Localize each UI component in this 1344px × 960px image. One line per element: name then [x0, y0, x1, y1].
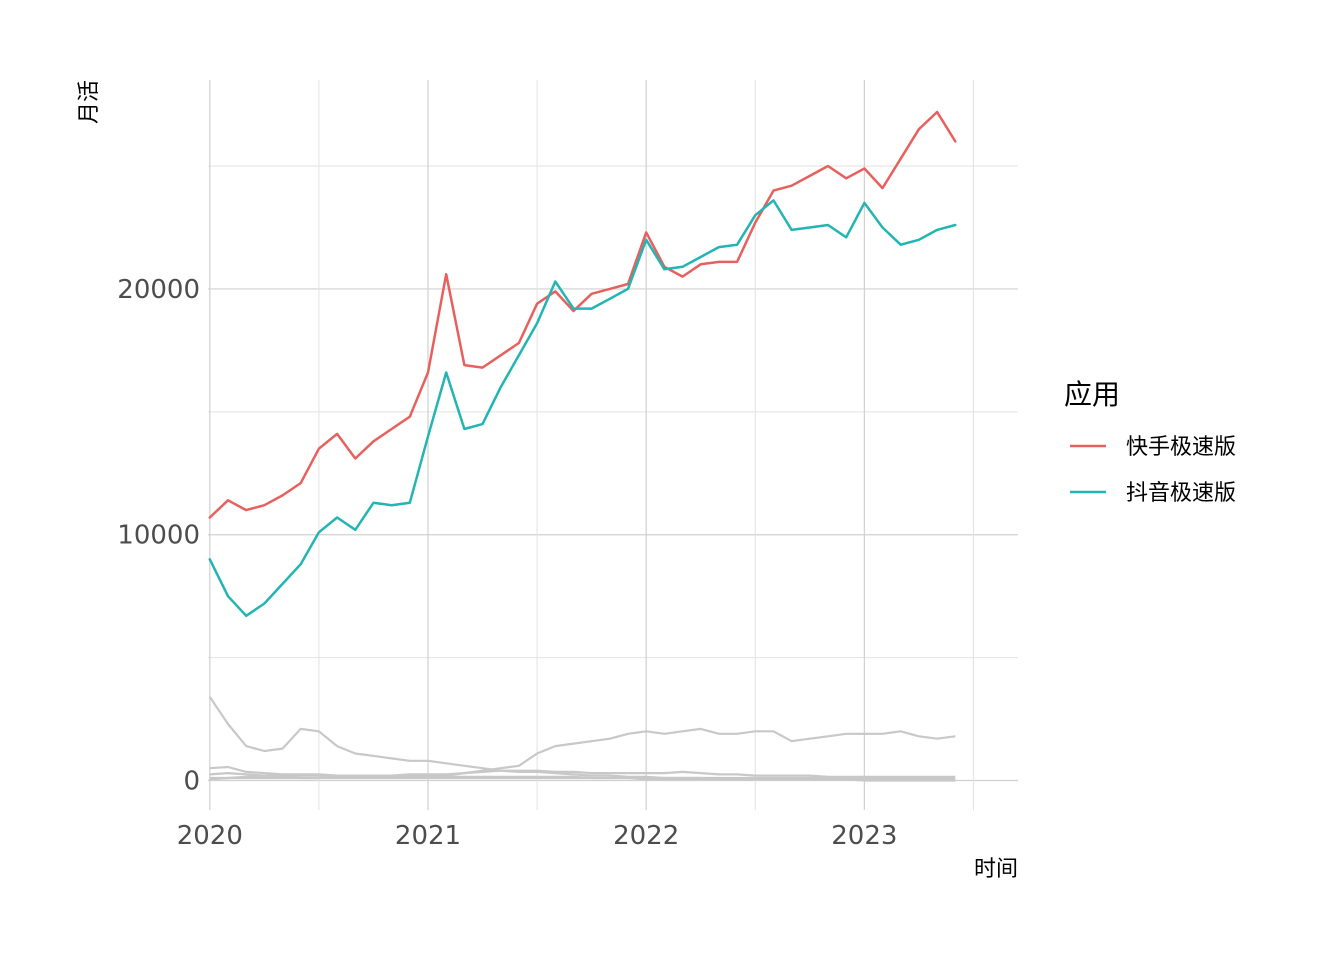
y-axis-ticks: 0 10000 20000 — [117, 275, 200, 797]
x-tick-label: 2021 — [395, 821, 461, 851]
x-tick-label: 2023 — [831, 821, 897, 851]
background-series — [208, 696, 956, 782]
background-series-line-4 — [209, 765, 956, 778]
y-tick-label: 10000 — [117, 521, 200, 551]
y-tick-label: 0 — [183, 767, 200, 797]
x-tick-label: 2020 — [177, 821, 243, 851]
background-series-line-6 — [209, 776, 956, 782]
x-axis-ticks: 2020 2021 2022 2023 — [177, 821, 898, 851]
y-tick-label: 20000 — [117, 275, 200, 305]
legend-label: 抖音极速版 — [1126, 481, 1236, 506]
x-axis-title: 时间 — [974, 857, 1018, 882]
grid — [208, 80, 1018, 810]
highlighted-series — [208, 110, 957, 618]
y-axis-title: 月活 — [77, 80, 102, 124]
legend-label: 快手极速版 — [1126, 435, 1236, 460]
background-series-line-2 — [208, 696, 956, 781]
series-line-0 — [208, 110, 957, 519]
x-tick-label: 2022 — [613, 821, 679, 851]
legend-title: 应用 — [1064, 378, 1120, 411]
series-line-1 — [208, 199, 957, 618]
